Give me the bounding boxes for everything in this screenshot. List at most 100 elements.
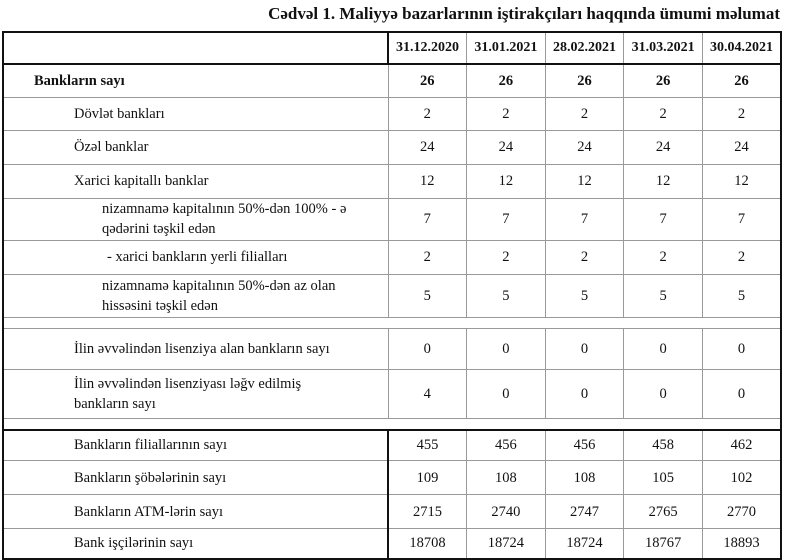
value-cell: 2 [701,239,782,275]
value-cell: 26 [701,63,782,98]
value-cell: 4 [387,368,468,419]
value-cell: 102 [701,460,782,495]
value-cell: 24 [466,129,546,165]
value-cell: 5 [544,273,625,318]
value-cell: 18893 [701,528,782,560]
row-label: nizamnamə kapitalının 50%-dən az olan hi… [102,277,336,314]
value-cell: 12 [466,163,546,199]
table-row: nizamnamə kapitalının 50%-dən 100% - ə q… [2,197,782,241]
value-cell: 2 [544,96,625,131]
row-label-cell: Bankların ATM-lərin sayı [2,494,389,529]
value-cell: 18724 [466,528,546,560]
value-cell: 26 [466,63,546,98]
value-cell: 18767 [623,528,703,560]
row-label-cell: İlin əvvəlindən lisenziya alan bankların… [2,327,389,370]
value-cell: 2770 [701,494,782,529]
value-cell: 0 [623,368,703,419]
value-cell: 24 [623,129,703,165]
value-cell: 2 [544,239,625,275]
value-cell: 18708 [387,528,468,560]
row-label-cell: - xarici bankların yerli filialları [2,239,389,275]
table-row: Bankların şöbələrinin sayı 109 108 108 105 10… [2,460,782,495]
row-label: Dövlət bankları [74,105,165,122]
financial-markets-table: 31.12.2020 31.01.2021 28.02.2021 31.03.2021… [2,31,782,560]
value-cell: 0 [623,327,703,370]
row-label-cell: Bankların filiallarının sayı [2,428,389,461]
value-cell: 7 [387,197,468,241]
column-header: 31.01.2021 [466,31,546,65]
value-cell: 109 [387,460,468,495]
value-cell: 2 [623,96,703,131]
value-cell: 12 [701,163,782,199]
value-cell: 456 [544,428,625,461]
header-row: 31.12.2020 31.01.2021 28.02.2021 31.03.2021… [2,31,782,65]
value-cell: 0 [701,327,782,370]
value-cell: 2715 [387,494,468,529]
value-cell: 5 [623,273,703,318]
row-label-cell: nizamnamə kapitalının 50%-dən 100% - ə q… [2,197,389,241]
table-row: İlin əvvəlindən lisenziyası ləğv edilmiş… [2,368,782,419]
row-label: Bankların filiallarının sayı [74,437,228,454]
value-cell: 7 [701,197,782,241]
table-row: nizamnamə kapitalının 50%-dən az olan hi… [2,273,782,318]
row-label-cell: Özəl banklar [2,129,389,165]
column-header: 31.12.2020 [387,31,468,65]
table-row: Bankların sayı 26 26 26 26 26 [2,63,782,98]
value-cell: 458 [623,428,703,461]
value-cell: 2 [623,239,703,275]
value-cell: 5 [466,273,546,318]
table-title: Cədvəl 1. Maliyyə bazarlarının iştirakçı… [268,4,780,23]
value-cell: 2747 [544,494,625,529]
value-cell: 2 [466,96,546,131]
table-row: İlin əvvəlindən lisenziya alan bankların… [2,327,782,370]
value-cell: 5 [387,273,468,318]
value-cell: 7 [544,197,625,241]
value-cell: 7 [623,197,703,241]
row-label-cell: Xarici kapitallı banklar [2,163,389,199]
value-cell: 0 [544,368,625,419]
value-cell: 0 [387,327,468,370]
row-label: Bankların ATM-lərin sayı [74,503,224,520]
value-cell: 456 [466,428,546,461]
value-cell: 0 [466,327,546,370]
row-label-cell: nizamnamə kapitalının 50%-dən az olan hi… [2,273,389,318]
value-cell: 2740 [466,494,546,529]
table-row: Dövlət bankları 2 2 2 2 2 [2,96,782,131]
spacer-cell [2,417,782,430]
header-blank-cell [2,31,389,65]
table-row: Bank işçilərinin sayı 18708 18724 18724 1876… [2,528,782,560]
column-header: 31.03.2021 [623,31,703,65]
row-label: İlin əvvəlindən lisenziya alan bankların… [74,340,330,357]
value-cell: 5 [701,273,782,318]
value-cell: 2 [387,96,468,131]
value-cell: 18724 [544,528,625,560]
value-cell: 2 [387,239,468,275]
value-cell: 105 [623,460,703,495]
row-label: - xarici bankların yerli filialları [107,249,288,265]
table-row: - xarici bankların yerli filialları 2 2 2 2 2 [2,239,782,275]
value-cell: 2765 [623,494,703,529]
value-cell: 12 [623,163,703,199]
value-cell: 2 [701,96,782,131]
value-cell: 7 [466,197,546,241]
spacer-row [2,316,782,329]
row-label-cell: İlin əvvəlindən lisenziyası ləğv edilmiş… [2,368,389,419]
table-row: Bankların ATM-lərin sayı 2715 2740 2747 2765… [2,494,782,529]
value-cell: 0 [544,327,625,370]
spacer-row [2,417,782,430]
row-label-cell: Bankların sayı [2,63,389,98]
value-cell: 12 [387,163,468,199]
row-label: İlin əvvəlindən lisenziyası ləğv edilmiş… [74,375,302,412]
row-label: Bank işçilərinin sayı [74,535,194,552]
value-cell: 108 [466,460,546,495]
value-cell: 12 [544,163,625,199]
row-label: Özəl banklar [74,139,149,155]
spacer-cell [2,316,782,329]
row-label: Bankların sayı [34,72,125,89]
value-cell: 24 [544,129,625,165]
value-cell: 0 [701,368,782,419]
value-cell: 26 [544,63,625,98]
table-row: Bankların filiallarının sayı 455 456 456 458… [2,428,782,461]
row-label: Bankların şöbələrinin sayı [74,469,227,486]
row-label-cell: Bankların şöbələrinin sayı [2,460,389,495]
